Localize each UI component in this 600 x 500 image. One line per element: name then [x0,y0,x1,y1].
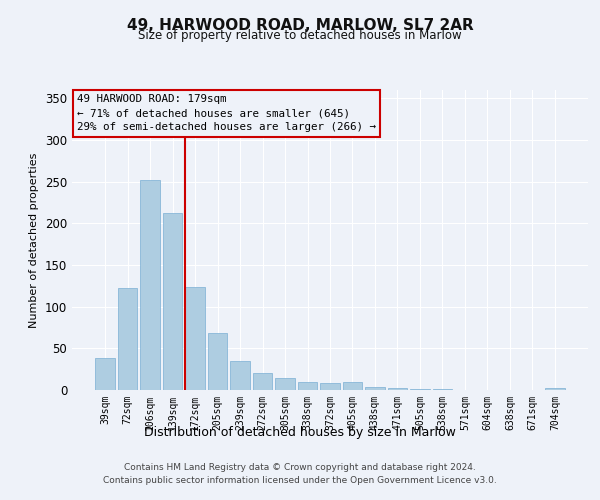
Text: 49, HARWOOD ROAD, MARLOW, SL7 2AR: 49, HARWOOD ROAD, MARLOW, SL7 2AR [127,18,473,32]
Text: Size of property relative to detached houses in Marlow: Size of property relative to detached ho… [138,29,462,42]
Bar [140,180,160,390]
Bar [163,214,182,390]
Bar [298,382,317,390]
Bar [208,334,227,390]
Bar [275,378,295,390]
Bar [545,388,565,390]
Bar [253,374,272,390]
Text: Distribution of detached houses by size in Marlow: Distribution of detached houses by size … [144,426,456,439]
Text: Contains public sector information licensed under the Open Government Licence v3: Contains public sector information licen… [103,476,497,485]
Bar [365,386,385,390]
Bar [185,286,205,390]
Bar [343,382,362,390]
Bar [320,384,340,390]
Text: 49 HARWOOD ROAD: 179sqm
← 71% of detached houses are smaller (645)
29% of semi-d: 49 HARWOOD ROAD: 179sqm ← 71% of detache… [77,94,376,132]
Bar [230,361,250,390]
Bar [433,389,452,390]
Bar [388,388,407,390]
Bar [118,288,137,390]
Bar [95,358,115,390]
Y-axis label: Number of detached properties: Number of detached properties [29,152,40,328]
Text: Contains HM Land Registry data © Crown copyright and database right 2024.: Contains HM Land Registry data © Crown c… [124,464,476,472]
Bar [410,389,430,390]
